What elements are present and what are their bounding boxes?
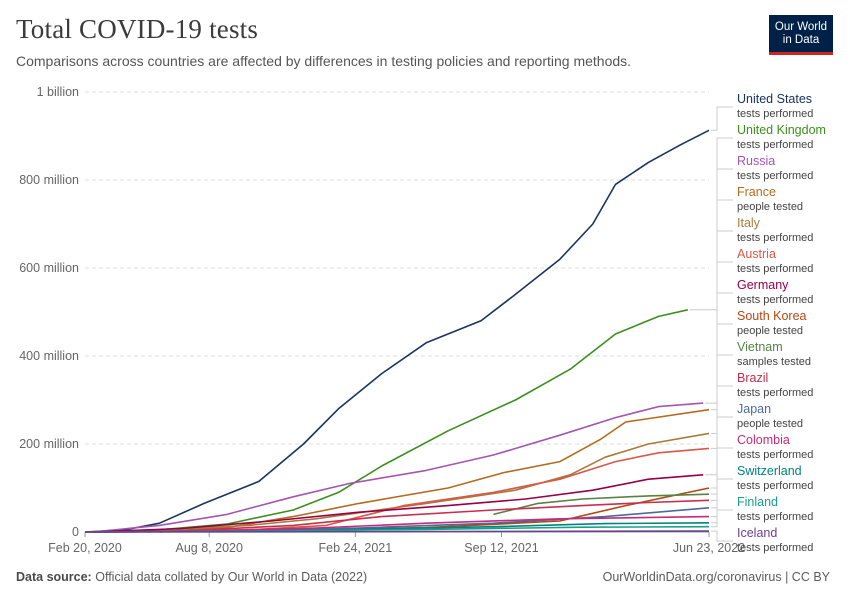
x-tick-label: Feb 24, 2021 (319, 541, 393, 555)
source-text: Official data collated by Our World in D… (95, 570, 368, 584)
series-line-germany[interactable] (92, 474, 704, 533)
series-line-colombia[interactable] (102, 515, 710, 533)
legend-label-russia[interactable]: Russia (737, 154, 775, 168)
series-line-italy[interactable] (88, 432, 710, 533)
series-line-austria[interactable] (92, 447, 710, 533)
legend-label-switzerland[interactable]: Switzerland (737, 464, 802, 478)
legend-label-finland[interactable]: Finland (737, 495, 778, 509)
legend-connector (711, 354, 733, 495)
legend-unit: tests performed (737, 480, 813, 492)
legend-unit: people tested (737, 418, 803, 430)
series-line-united-states[interactable] (84, 129, 710, 533)
legend-label-south-korea[interactable]: South Korea (737, 309, 807, 323)
legend-label-austria[interactable]: Austria (737, 247, 776, 261)
y-tick-label: 600 million (19, 261, 79, 275)
legend-label-france[interactable]: France (737, 185, 776, 199)
legend-layer: United States tests performed United Kingd… (689, 92, 826, 554)
legend-unit: tests performed (737, 449, 813, 461)
legend-connector (711, 106, 733, 131)
legend-label-brazil[interactable]: Brazil (737, 371, 768, 385)
footer-source: Data source: Official data collated by O… (16, 570, 367, 584)
legend-label-italy[interactable]: Italy (737, 216, 761, 230)
legend-unit: tests performed (737, 232, 813, 244)
logo-line-1: Our World (774, 21, 828, 33)
legend-label-vietnam[interactable]: Vietnam (737, 340, 783, 354)
legend-connector (705, 168, 733, 404)
y-tick-label: 0 (72, 525, 79, 539)
legend-label-japan[interactable]: Japan (737, 402, 771, 416)
chart-title: Total COVID-19 tests (16, 14, 259, 44)
legend-label-colombia[interactable]: Colombia (737, 433, 790, 447)
legend-unit: tests performed (737, 108, 813, 120)
grid-layer (85, 91, 709, 445)
series-layer (84, 129, 710, 533)
x-tick-label: Jun 23, 2022 (673, 541, 745, 555)
legend-unit: tests performed (737, 139, 813, 151)
series-line-russia[interactable] (92, 402, 704, 533)
legend-connector (711, 447, 733, 518)
line-chart: 0 200 million 400 million 600 million 800 mi… (19, 85, 826, 555)
series-line-iceland[interactable] (84, 530, 710, 533)
legend-unit: tests performed (737, 542, 813, 554)
legend-label-germany[interactable]: Germany (737, 278, 789, 292)
x-tick-label: Feb 20, 2020 (48, 541, 122, 555)
logo-line-2: in Data (782, 33, 820, 46)
y-tick-label: 1 billion (37, 85, 79, 99)
x-tick-label: Sep 12, 2021 (464, 541, 538, 555)
legend-connector (711, 509, 733, 528)
owid-logo[interactable]: Our World in Data (769, 15, 833, 55)
legend-unit: people tested (737, 325, 803, 337)
y-tick-label: 800 million (19, 173, 79, 187)
legend-unit: tests performed (737, 294, 813, 306)
y-tick-label: 400 million (19, 349, 79, 363)
legend-label-united-states[interactable]: United States (737, 92, 812, 106)
series-line-vietnam[interactable] (493, 493, 710, 516)
legend-connector (711, 323, 733, 489)
legend-label-iceland[interactable]: Iceland (737, 526, 777, 540)
legend-connector (711, 530, 733, 542)
legend-unit: tests performed (737, 170, 813, 182)
chart-subtitle: Comparisons across countries are affecte… (16, 53, 632, 69)
footer-credit[interactable]: OurWorldinData.org/coronavirus | CC BY (602, 570, 830, 584)
legend-unit: tests performed (737, 387, 813, 399)
series-line-brazil[interactable] (159, 499, 710, 533)
x-tick-label: Aug 8, 2020 (176, 541, 243, 555)
legend-unit: people tested (737, 201, 803, 213)
legend-unit: tests performed (737, 263, 813, 275)
axis-layer: 0 200 million 400 million 600 million 800 mi… (19, 85, 745, 555)
legend-unit: tests performed (737, 511, 813, 523)
source-label: Data source: (16, 570, 92, 584)
legend-connector (689, 137, 733, 311)
legend-label-united-kingdom[interactable]: United Kingdom (737, 123, 826, 137)
legend-unit: samples tested (737, 356, 811, 368)
legend-connector (711, 478, 733, 524)
y-tick-label: 200 million (19, 437, 79, 451)
